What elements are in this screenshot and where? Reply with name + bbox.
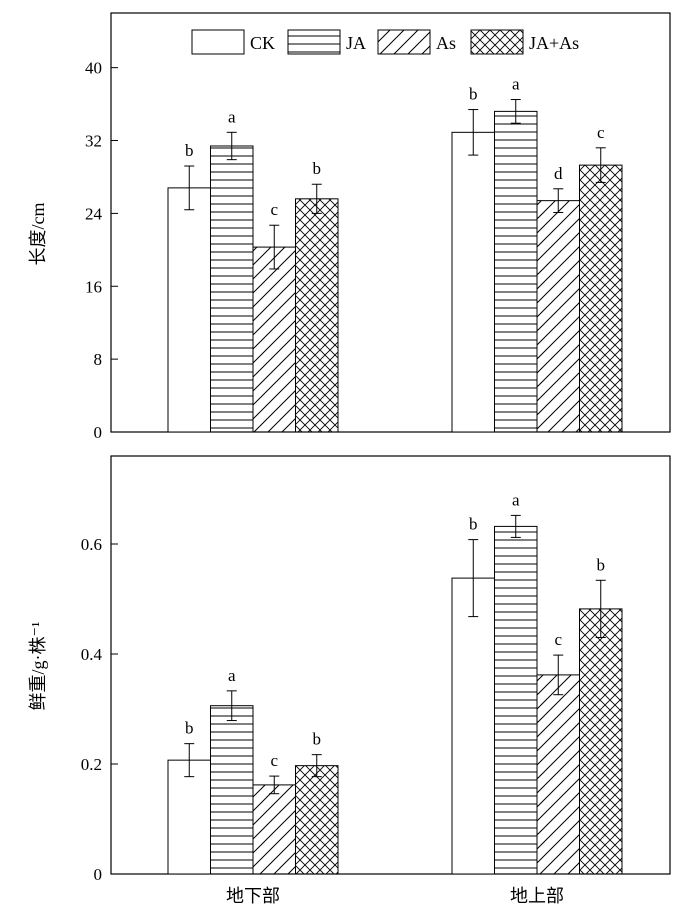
legend: CK JA As JA+As [191, 29, 579, 55]
significance-label: b [313, 730, 322, 749]
length-y-axis: 0 8 16 24 32 40 [85, 59, 118, 442]
significance-label: c [597, 123, 605, 142]
legend-label: JA+As [529, 33, 579, 53]
fresh-weight-y-axis-title: 鲜重/g·株⁻¹ [28, 622, 48, 711]
y-tick-label: 8 [94, 350, 103, 369]
fresh-weight-plot-frame [110, 455, 671, 875]
legend-swatch [287, 29, 341, 55]
significance-label: a [228, 666, 236, 685]
fresh-weight-bars: b b a a c c b b [167, 490, 623, 875]
bar [494, 525, 538, 875]
bar [579, 164, 623, 433]
significance-label: c [554, 630, 562, 649]
x-category-label: 地下部 [226, 886, 280, 906]
significance-label: b [313, 159, 322, 178]
y-tick-label: 24 [85, 204, 103, 223]
bar [451, 577, 495, 875]
legend-label: As [436, 33, 456, 53]
legend-swatch [470, 29, 524, 55]
legend-swatch [377, 29, 431, 55]
significance-label: d [554, 164, 563, 183]
length-plot-frame [110, 12, 671, 433]
y-tick-label: 0 [94, 865, 103, 884]
length-panel: b b a a c d b c 0 8 16 24 32 40 长度/cm CK JA As JA+As [28, 12, 671, 442]
y-tick-label: 16 [85, 277, 102, 296]
y-tick-label: 0.4 [81, 645, 103, 664]
y-tick-label: 40 [85, 59, 102, 78]
legend-label: JA [346, 33, 366, 53]
bar [295, 765, 339, 875]
bar [210, 145, 254, 433]
bar [167, 187, 211, 433]
bar [295, 198, 339, 433]
y-tick-label: 0.2 [81, 755, 102, 774]
significance-label: c [270, 751, 278, 770]
bar [252, 784, 296, 875]
significance-label: b [469, 85, 478, 104]
significance-label: a [512, 490, 520, 509]
bar [536, 674, 580, 875]
bar [494, 110, 538, 433]
bar [252, 246, 296, 433]
significance-label: a [228, 107, 236, 126]
y-tick-label: 0.6 [81, 535, 102, 554]
y-tick-label: 32 [85, 132, 102, 151]
significance-label: b [597, 555, 606, 574]
x-category-label: 地上部 [510, 886, 564, 906]
legend-swatch [191, 29, 245, 55]
length-bars: b b a a c d b c [167, 75, 623, 433]
y-tick-label: 0 [94, 423, 103, 442]
bar [579, 608, 623, 875]
bar [536, 200, 580, 433]
fresh-weight-y-axis: 0 0.2 0.4 0.6 [81, 535, 118, 884]
legend-label: CK [250, 33, 275, 53]
length-y-axis-title: 长度/cm [28, 203, 48, 266]
bar [451, 131, 495, 433]
bar [167, 759, 211, 875]
significance-label: b [185, 141, 194, 160]
bar [210, 705, 254, 875]
significance-label: b [185, 719, 194, 738]
fresh-weight-panel: b b a a c c b b 0 0.2 0.4 0.6 鲜重/g·株⁻¹ 地下部 地上部 [28, 455, 671, 906]
significance-label: c [270, 200, 278, 219]
x-axis-categories: 地下部 地上部 [226, 886, 564, 906]
significance-label: a [512, 75, 520, 94]
significance-label: b [469, 515, 478, 534]
